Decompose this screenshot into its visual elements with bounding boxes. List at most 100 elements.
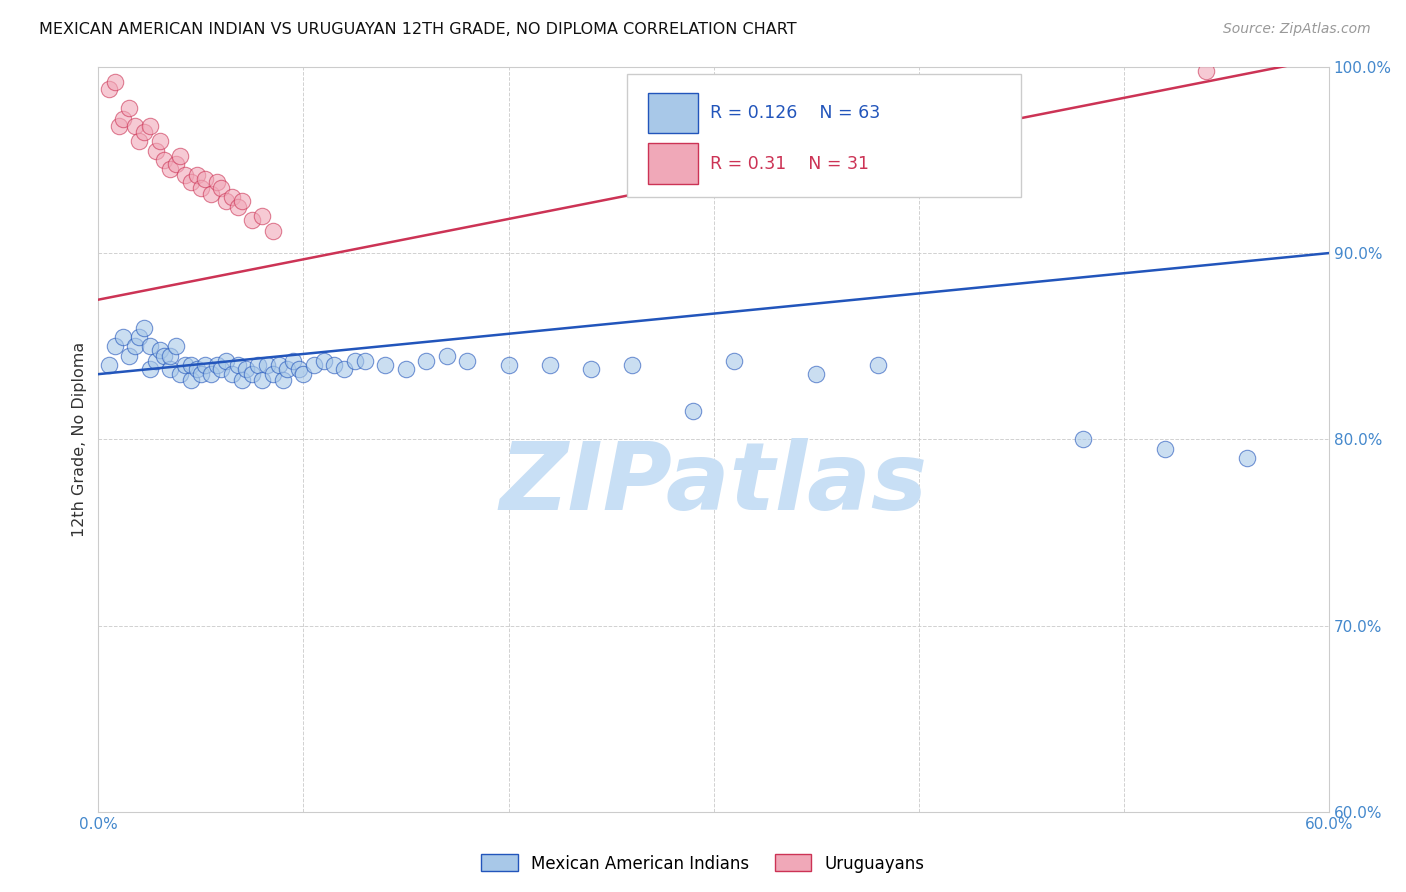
Point [165, 339, 187, 353]
Point [271, 373, 294, 387]
FancyBboxPatch shape [627, 74, 1021, 197]
Point [108, 120, 131, 134]
Point [1195, 63, 1218, 78]
Point [190, 181, 212, 195]
Point [112, 112, 135, 126]
Point [207, 358, 229, 372]
Point [226, 358, 249, 372]
Point [231, 373, 253, 387]
Point [118, 349, 141, 363]
Point [169, 367, 191, 381]
Point [395, 361, 418, 376]
Point [256, 358, 278, 372]
Point [207, 175, 229, 189]
Point [132, 320, 155, 334]
FancyBboxPatch shape [648, 144, 697, 185]
Point [620, 358, 643, 372]
Point [267, 358, 290, 372]
Point [169, 149, 191, 163]
Point [1153, 442, 1175, 456]
Point [194, 358, 217, 372]
Point [211, 361, 233, 376]
Point [292, 367, 315, 381]
Point [343, 354, 366, 368]
Point [128, 330, 150, 344]
Point [97, 358, 120, 372]
Text: ZIPatlas: ZIPatlas [499, 438, 928, 530]
Point [457, 354, 479, 368]
Point [498, 358, 520, 372]
Point [200, 186, 222, 201]
Point [579, 361, 602, 376]
Point [221, 367, 243, 381]
Point [104, 339, 127, 353]
Point [276, 361, 298, 376]
Point [173, 358, 195, 372]
Point [333, 361, 356, 376]
Point [211, 181, 233, 195]
Point [190, 367, 212, 381]
Point [214, 354, 236, 368]
Point [186, 361, 208, 376]
Point [138, 361, 160, 376]
Point [149, 343, 172, 357]
Point [312, 354, 335, 368]
Point [153, 349, 176, 363]
Text: R = 0.31    N = 31: R = 0.31 N = 31 [710, 155, 869, 173]
Legend: Mexican American Indians, Uruguayans: Mexican American Indians, Uruguayans [475, 847, 931, 880]
Point [1236, 450, 1258, 465]
Point [354, 354, 377, 368]
Point [214, 194, 236, 208]
Point [153, 153, 176, 167]
Point [804, 367, 827, 381]
Point [149, 135, 172, 149]
Point [118, 101, 141, 115]
Text: MEXICAN AMERICAN INDIAN VS URUGUAYAN 12TH GRADE, NO DIPLOMA CORRELATION CHART: MEXICAN AMERICAN INDIAN VS URUGUAYAN 12T… [39, 22, 797, 37]
Point [235, 361, 257, 376]
Y-axis label: 12th Grade, No Diploma: 12th Grade, No Diploma [72, 342, 87, 537]
Point [128, 135, 150, 149]
Point [866, 358, 889, 372]
Point [180, 175, 202, 189]
Point [240, 367, 263, 381]
Point [159, 162, 181, 177]
Point [180, 358, 202, 372]
Point [138, 120, 160, 134]
Point [323, 358, 346, 372]
Point [723, 354, 745, 368]
Point [124, 120, 146, 134]
Point [288, 361, 311, 376]
Point [302, 358, 325, 372]
Point [252, 209, 274, 223]
Point [159, 349, 181, 363]
Point [186, 168, 208, 182]
Point [138, 339, 160, 353]
Point [194, 171, 217, 186]
Point [262, 367, 284, 381]
Point [221, 190, 243, 204]
Text: Source: ZipAtlas.com: Source: ZipAtlas.com [1223, 22, 1371, 37]
Point [415, 354, 437, 368]
Point [112, 330, 135, 344]
Point [682, 404, 704, 418]
Point [538, 358, 561, 372]
Point [145, 354, 167, 368]
FancyBboxPatch shape [648, 93, 697, 134]
Point [226, 200, 249, 214]
Point [1071, 433, 1094, 447]
Point [104, 75, 127, 89]
Point [262, 224, 284, 238]
Text: R = 0.126    N = 63: R = 0.126 N = 63 [710, 104, 880, 122]
Point [231, 194, 253, 208]
Point [173, 168, 195, 182]
Point [374, 358, 396, 372]
Point [165, 157, 187, 171]
Point [436, 349, 458, 363]
Point [283, 354, 305, 368]
Point [132, 125, 155, 139]
Point [180, 373, 202, 387]
Point [200, 367, 222, 381]
Point [252, 373, 274, 387]
Point [247, 358, 270, 372]
Point [97, 82, 120, 96]
